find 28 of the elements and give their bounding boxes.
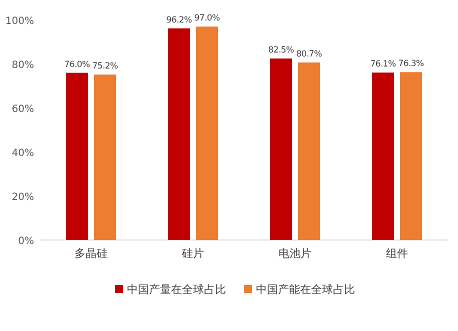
data-label: 82.5%: [268, 46, 294, 56]
x-tick-label: 电池片: [278, 247, 312, 260]
legend-label: 中国产量在全球占比: [127, 283, 226, 296]
data-label: 97.0%: [194, 14, 220, 24]
data-label: 96.2%: [166, 15, 192, 26]
bar: [400, 72, 422, 240]
y-tick-label: 20%: [12, 192, 34, 203]
bar: [372, 72, 394, 240]
bar: [196, 26, 218, 240]
bar: [66, 72, 88, 240]
x-tick-label: 硅片: [181, 247, 204, 260]
bar: [94, 74, 116, 240]
data-label: 80.7%: [296, 49, 322, 60]
legend-label: 中国产能在全球占比: [256, 283, 355, 296]
y-tick-label: 80%: [12, 60, 34, 71]
bar: [270, 58, 292, 240]
bar: [298, 62, 320, 240]
x-tick-label: 多晶硅: [74, 247, 108, 260]
y-tick-label: 100%: [5, 16, 34, 27]
data-label: 75.2%: [92, 62, 118, 72]
data-label: 76.1%: [370, 60, 396, 70]
data-label: 76.0%: [64, 60, 90, 70]
bar: [168, 28, 190, 240]
y-tick-label: 60%: [12, 104, 34, 115]
y-tick-label: 0%: [18, 236, 34, 247]
data-label: 76.3%: [398, 59, 424, 70]
x-tick-label: 组件: [386, 247, 408, 260]
y-tick-label: 40%: [12, 148, 34, 159]
